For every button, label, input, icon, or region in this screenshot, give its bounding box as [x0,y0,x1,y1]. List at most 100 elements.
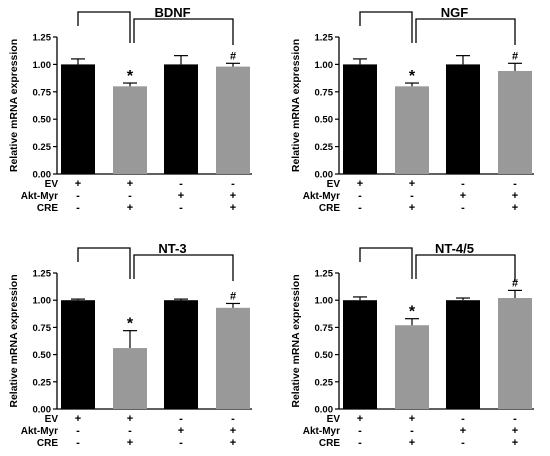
y-tick-label: 1.00 [315,296,334,307]
bar-1 [343,64,377,174]
condition-sign: - [179,413,183,425]
condition-label: Akt-Myr [21,191,58,202]
condition-sign: - [513,178,517,190]
y-tick-label: 0.50 [315,115,334,126]
condition-sign: + [409,437,415,449]
bar-1 [343,300,377,409]
significance-hash: # [230,50,236,62]
bar-2 [113,348,147,409]
condition-sign: - [76,437,80,449]
y-axis-label: Relative mRNA expression [8,39,20,172]
condition-sign: - [128,425,132,437]
panel-title: NGF [441,5,469,20]
condition-label: Akt-Myr [21,426,58,437]
condition-sign: - [231,413,235,425]
bar-2 [113,86,147,174]
condition-label: Akt-Myr [303,426,340,437]
condition-sign: + [512,437,518,449]
y-tick-label: 1.00 [33,60,52,71]
condition-sign: + [409,202,415,214]
condition-sign: - [410,190,414,202]
comparison-bracket [133,18,234,45]
panel-title: NT-3 [158,241,186,256]
y-tick-label: 0.25 [315,377,334,388]
significance-hash: # [512,277,518,289]
condition-sign: + [127,413,133,425]
condition-label: EV [45,179,59,190]
y-tick-label: 0.75 [315,323,334,334]
significance-star: * [409,304,416,321]
chart-panel-2: NGF Relative mRNA expression 0.00 0.25 0.50 0… [290,5,534,214]
y-tick-label: 0.75 [315,87,334,98]
y-tick-label: 0.50 [33,115,52,126]
condition-sign: - [410,425,414,437]
comparison-bracket [77,247,131,279]
condition-sign: + [512,202,518,214]
condition-label: EV [45,414,59,425]
panel-title: NT-4/5 [435,241,474,256]
y-tick-label: 1.25 [33,33,52,44]
condition-sign: - [76,190,80,202]
y-tick-label: 0.25 [33,377,52,388]
bar-2 [395,325,429,409]
y-tick-label: 0.50 [33,350,52,361]
condition-sign: + [512,425,518,437]
significance-star: * [127,316,134,333]
y-axis-label: Relative mRNA expression [290,39,302,172]
condition-sign: + [178,425,184,437]
bar-1 [61,64,95,174]
condition-sign: + [512,190,518,202]
chart-panel-1: BDNF Relative mRNA expression 0.00 0.25 0.50… [8,5,252,214]
condition-sign: - [231,178,235,190]
condition-sign: + [178,190,184,202]
significance-hash: # [512,50,518,62]
y-tick-label: 0.25 [315,142,334,153]
y-tick-label: 0.75 [33,323,52,334]
condition-sign: + [230,425,236,437]
condition-label: CRE [319,438,340,449]
condition-label: EV [327,414,341,425]
bar-1 [61,300,95,409]
bar-4 [498,298,532,409]
condition-sign: + [409,413,415,425]
bar-3 [446,64,480,174]
condition-sign: - [358,190,362,202]
y-axis-label: Relative mRNA expression [8,274,20,407]
y-tick-label: 0.00 [33,405,52,416]
bar-3 [164,300,198,409]
y-tick-label: 1.25 [33,269,52,280]
y-tick-label: 0.50 [315,350,334,361]
significance-hash: # [230,290,236,302]
condition-sign: - [179,178,183,190]
y-tick-label: 0.00 [33,170,52,181]
condition-sign: - [513,413,517,425]
bar-3 [164,64,198,174]
condition-sign: + [357,413,363,425]
y-tick-label: 0.75 [33,87,52,98]
condition-label: Akt-Myr [303,191,340,202]
significance-star: * [127,68,134,85]
condition-sign: + [230,202,236,214]
condition-sign: + [460,425,466,437]
condition-label: CRE [319,203,340,214]
condition-sign: + [230,437,236,449]
condition-sign: - [76,202,80,214]
condition-sign: - [358,202,362,214]
condition-sign: - [358,437,362,449]
condition-sign: - [179,202,183,214]
condition-sign: + [409,178,415,190]
condition-label: EV [327,179,341,190]
condition-sign: - [461,178,465,190]
condition-sign: + [127,437,133,449]
condition-sign: + [357,178,363,190]
bar-2 [395,86,429,174]
condition-sign: + [75,413,81,425]
condition-sign: - [76,425,80,437]
condition-sign: - [358,425,362,437]
condition-sign: + [460,190,466,202]
significance-star: * [409,68,416,85]
bar-4 [216,307,250,409]
bar-4 [498,70,532,174]
comparison-bracket [415,18,516,45]
